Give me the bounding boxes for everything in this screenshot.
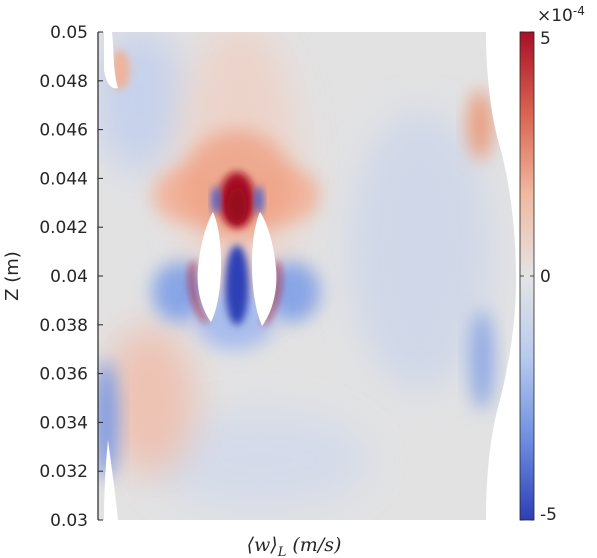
y-tick-label: 0.034 (39, 413, 88, 433)
obstacle-left (197, 212, 222, 322)
heatmap-field (98, 32, 520, 520)
left-wall-gap-top (104, 32, 118, 89)
positive-streak-right-obstacle (262, 262, 281, 324)
y-tick-label: 0.036 (39, 365, 88, 385)
negative-tip-left (212, 186, 220, 214)
faint-blue-region-lower (150, 410, 370, 510)
left-wall-gap-bottom (104, 440, 118, 520)
y-axis-label: Z (m) (2, 251, 23, 301)
colorbar-tick-label: 5 (540, 29, 551, 49)
colorbar-tick-label: -5 (540, 505, 557, 525)
negative-lobe-left (152, 262, 208, 322)
faint-blue-region-right (350, 110, 490, 390)
y-tick-label: 0.04 (50, 267, 88, 287)
colorbar-exponent: ×10-4 (537, 4, 585, 26)
colorbar: -5 0 5 ×10-4 (519, 4, 585, 525)
positive-patch-lower-left (105, 325, 195, 475)
y-tick-label: 0.038 (39, 316, 88, 336)
positive-core-inner (227, 187, 247, 223)
colorbar-ticks: -5 0 5 (520, 29, 557, 525)
y-tick-label: 0.042 (39, 218, 88, 238)
y-tick-label: 0.044 (39, 169, 88, 189)
y-tick-label: 0.05 (50, 23, 88, 43)
colorbar-tick-label: 0 (540, 267, 551, 287)
positive-patch-right-edge (468, 90, 492, 160)
colorbar-exponent-base: ×10 (537, 6, 573, 26)
negative-patch-right-edge (470, 310, 494, 410)
negative-patch-left-edge (98, 360, 118, 480)
x-axis-label: ⟨w⟩L (m/s) (247, 534, 342, 558)
y-tick-label: 0.032 (39, 462, 88, 482)
positive-streak-left-obstacle (189, 262, 208, 322)
y-tick-label: 0.048 (39, 72, 88, 92)
obstacle-right (251, 212, 277, 326)
colorbar-exponent-power: -4 (573, 4, 585, 18)
y-tick-label: 0.046 (39, 121, 88, 141)
right-boundary-whitespace (486, 32, 520, 520)
negative-core-in-gap (225, 245, 249, 325)
y-tick-label: 0.03 (50, 511, 88, 531)
negative-tip-right (255, 186, 263, 214)
y-axis-ticks: 0.03 0.032 0.034 0.036 0.038 0.04 0.042 0.044 0.… (39, 23, 103, 531)
